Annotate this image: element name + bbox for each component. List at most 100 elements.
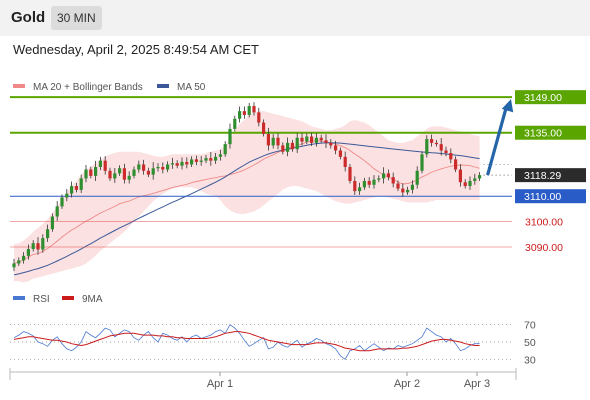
candle <box>31 240 35 252</box>
candle <box>257 107 261 127</box>
candle-body <box>271 137 275 146</box>
candle <box>55 201 59 221</box>
candle <box>367 177 371 188</box>
candle <box>276 133 280 150</box>
candle-body <box>84 169 88 179</box>
candle-body <box>74 186 78 190</box>
candle <box>425 135 429 158</box>
candle <box>314 133 318 147</box>
candle <box>478 172 482 181</box>
candle-body <box>214 156 218 161</box>
level-tag <box>515 125 586 140</box>
candle <box>209 152 213 166</box>
candle <box>353 176 357 195</box>
candle <box>113 168 117 183</box>
rsi-level-label: 70 <box>524 320 536 332</box>
candle <box>175 160 179 169</box>
candle <box>233 115 237 132</box>
candle <box>271 133 275 149</box>
candle <box>180 157 184 170</box>
candle <box>122 163 126 184</box>
level-label: 3149.00 <box>524 92 562 104</box>
candle <box>324 134 328 148</box>
candle-body <box>343 156 347 167</box>
candle-body <box>175 163 179 166</box>
candle <box>228 123 232 149</box>
candle-body <box>358 187 362 192</box>
candle-body <box>310 136 314 143</box>
legend-label: MA 50 <box>177 82 206 93</box>
candle-body <box>218 154 222 157</box>
candle-body <box>242 111 246 115</box>
candle-body <box>257 112 261 123</box>
candle <box>319 134 323 143</box>
candle <box>166 161 170 173</box>
chart-datetime: Wednesday, April 2, 2025 8:49:54 AM CET <box>13 42 259 57</box>
candle <box>334 140 338 155</box>
timeframe-selector[interactable]: 30 MIN <box>51 6 102 30</box>
candle <box>17 257 21 267</box>
candle <box>463 179 467 189</box>
ma20-line <box>13 140 480 264</box>
candle-body <box>194 159 198 162</box>
candle-body <box>161 166 165 170</box>
candle-body <box>382 173 386 179</box>
candle-body <box>454 159 458 170</box>
level-3110.00: 3110.00 <box>10 189 586 204</box>
bollinger-band <box>14 111 480 283</box>
candle-body <box>209 158 213 161</box>
candle-body <box>314 137 318 143</box>
candle-body <box>137 164 141 170</box>
rsi-legend: RSI 9MA <box>13 294 103 305</box>
candle-body <box>146 170 150 175</box>
candle <box>454 156 458 173</box>
candle <box>156 163 160 172</box>
candle <box>204 155 208 164</box>
x-tick-label: Apr 3 <box>464 378 490 390</box>
candle <box>127 171 131 184</box>
candle <box>449 148 453 164</box>
candle-body <box>41 238 45 250</box>
candle-body <box>17 260 21 264</box>
candle <box>41 234 45 253</box>
rsi-ma-line <box>13 331 480 352</box>
candle-body <box>386 173 390 178</box>
candle-body <box>324 140 328 143</box>
candle <box>305 133 309 145</box>
candle-body <box>151 168 155 175</box>
candle-body <box>276 137 280 146</box>
candle <box>223 141 227 157</box>
candle <box>439 138 443 156</box>
candle <box>300 133 304 146</box>
last-price-label: 3118.29 <box>524 170 561 182</box>
candle <box>401 183 405 197</box>
top-bar: Gold 30 MIN <box>0 0 590 36</box>
candle-body <box>473 178 477 181</box>
candle <box>132 166 136 179</box>
candle <box>194 155 198 166</box>
candle-body <box>166 164 170 170</box>
candle-body <box>286 142 290 152</box>
candle-body <box>127 175 131 180</box>
candle <box>458 164 462 187</box>
candle-body <box>281 145 285 152</box>
candle-body <box>425 139 429 155</box>
candle-body <box>98 160 102 167</box>
candle-body <box>228 128 232 145</box>
legend-swatch <box>13 84 25 88</box>
candle-body <box>377 178 381 180</box>
candle-body <box>12 263 16 268</box>
candle <box>343 151 347 172</box>
forecast-arrow-head <box>501 99 514 113</box>
candle-body <box>156 166 160 169</box>
candle <box>290 139 294 152</box>
candle <box>79 174 83 194</box>
candle-body <box>406 189 410 193</box>
candle <box>170 157 174 169</box>
level-label: 3110.00 <box>524 191 561 203</box>
rsi-level-label: 30 <box>524 354 536 366</box>
candle <box>98 156 102 171</box>
candle <box>190 156 194 167</box>
candle <box>185 157 189 169</box>
